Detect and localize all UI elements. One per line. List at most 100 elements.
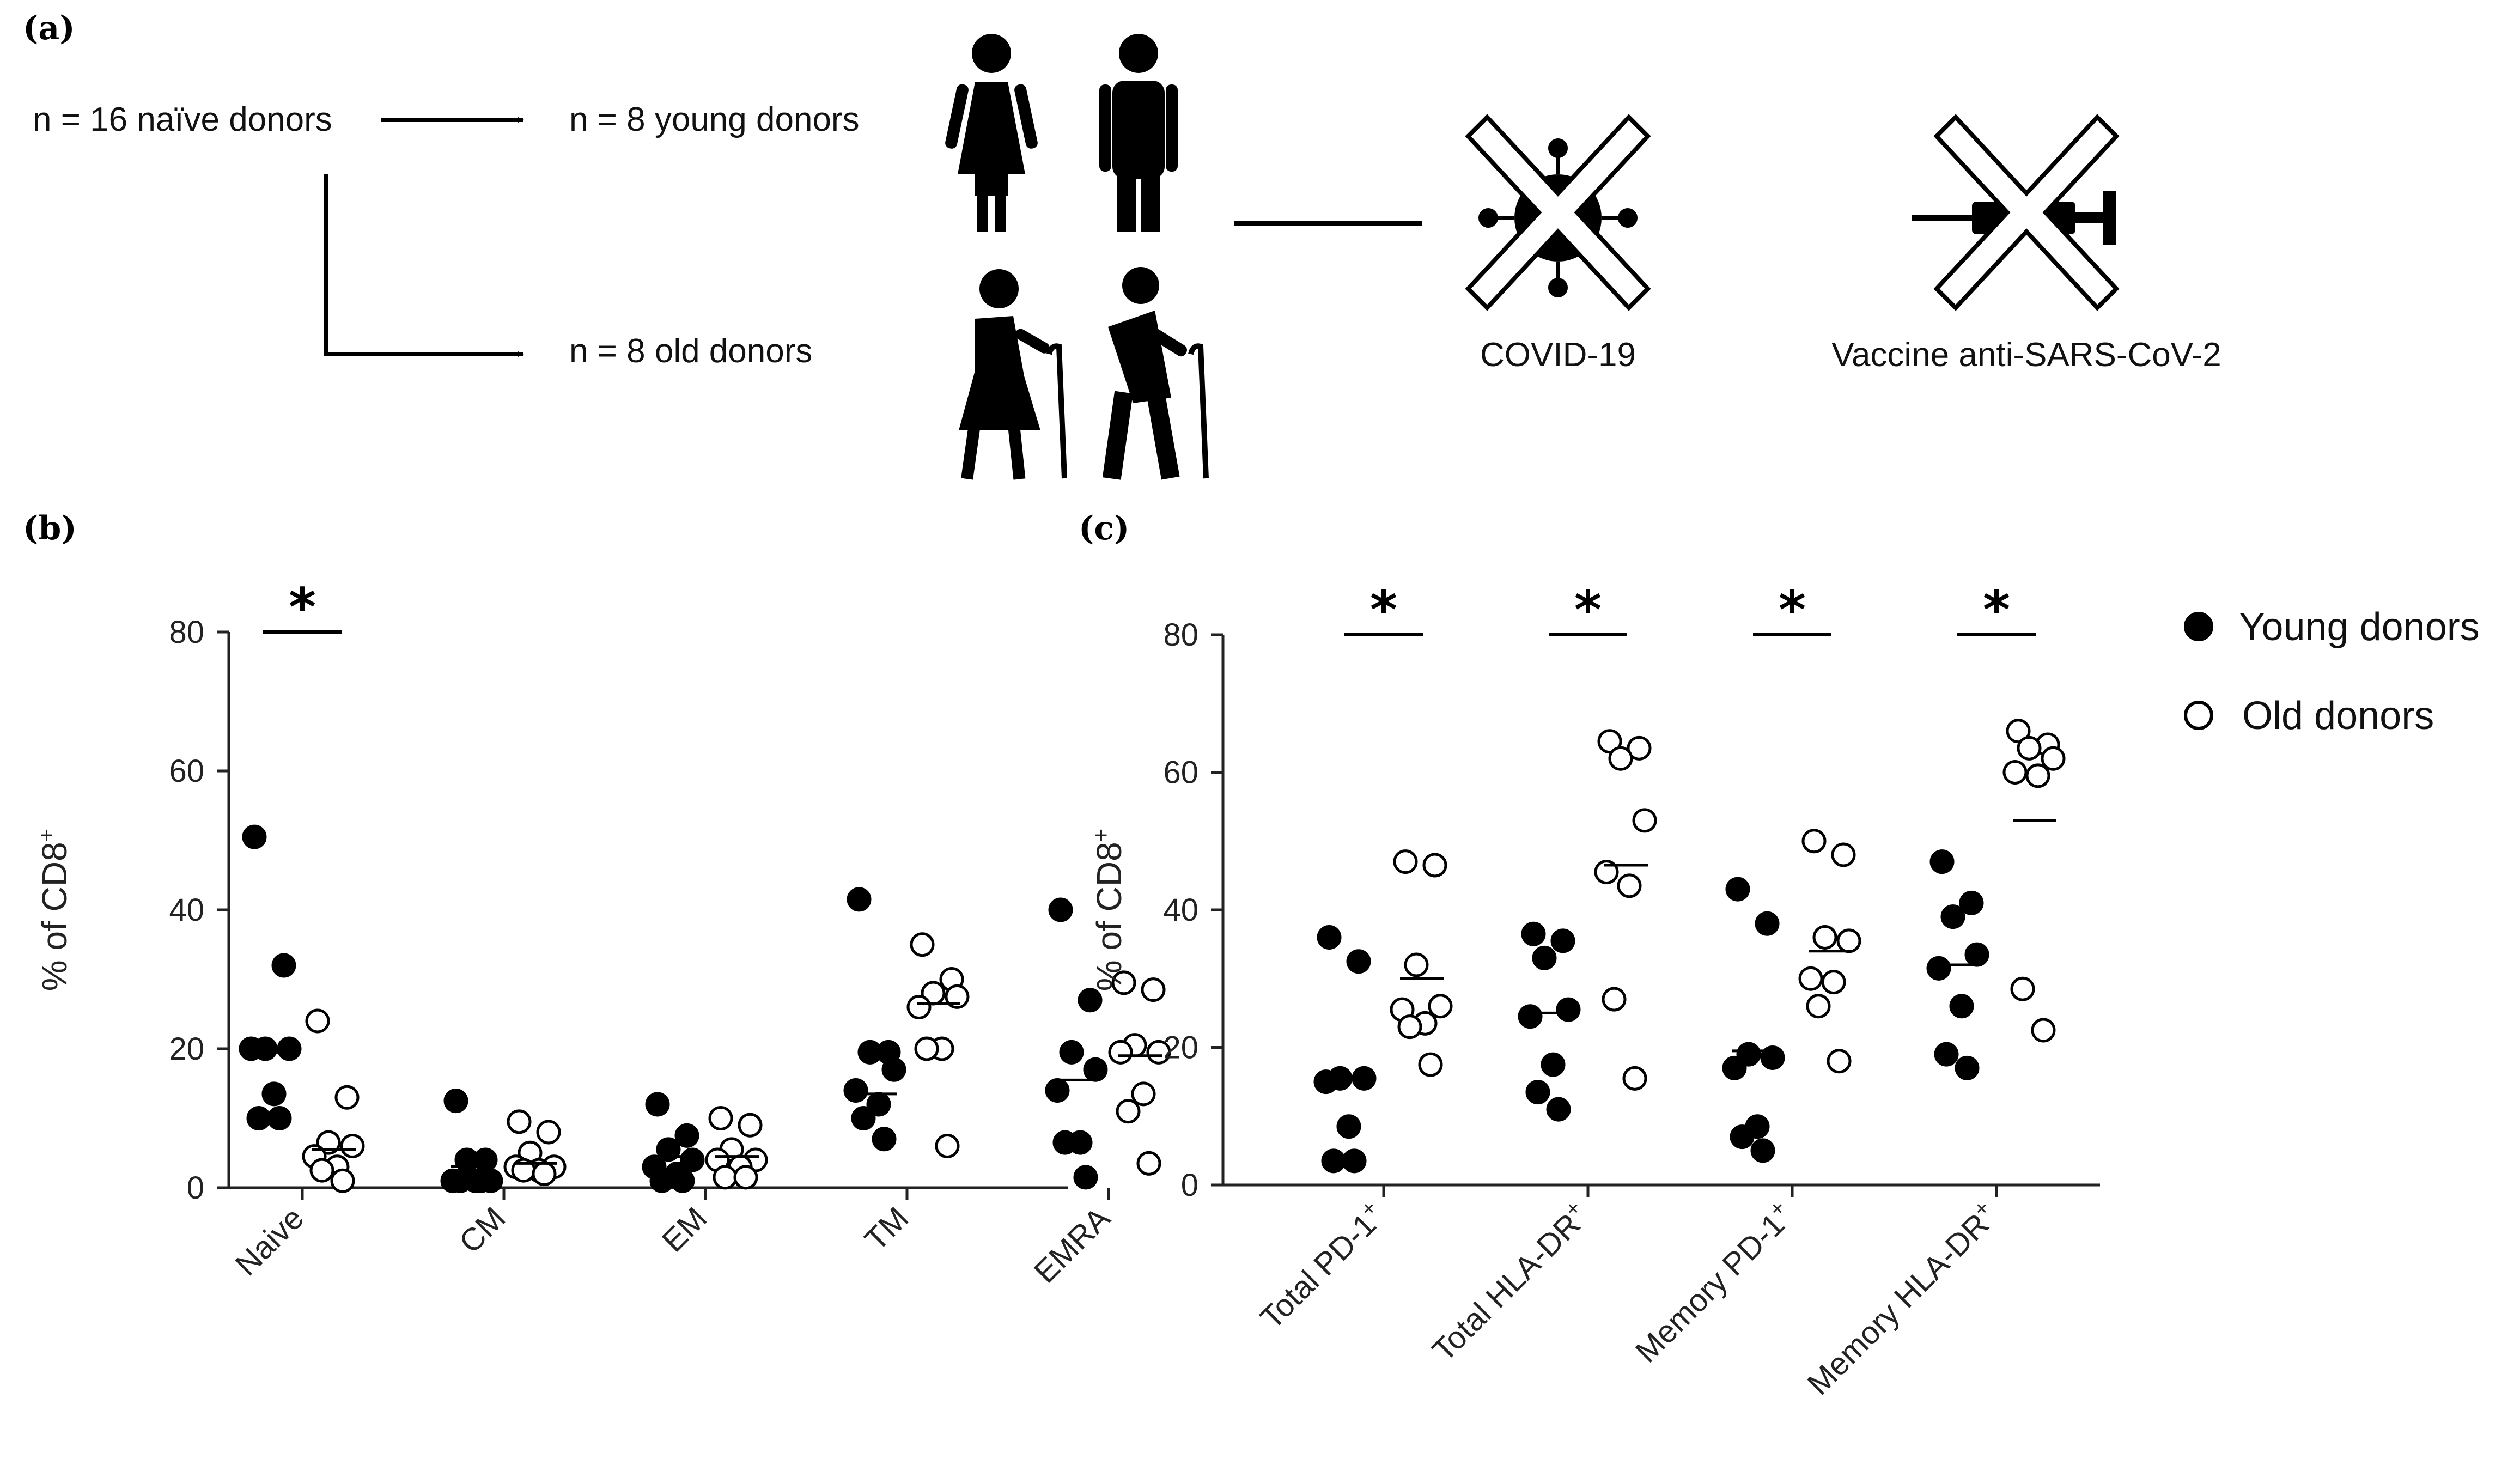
old-donor-point <box>906 995 932 1019</box>
young-donor-point <box>1532 945 1557 970</box>
young-donor-point <box>881 1057 906 1082</box>
y-axis-title: % of CD8+ <box>33 829 75 991</box>
old-donor-point <box>1622 1066 1647 1091</box>
cross-icon <box>1933 114 2120 311</box>
young-donor-point <box>1083 1057 1108 1082</box>
old-donor-point <box>1422 853 1447 878</box>
y-tick-label: 80 <box>1163 617 1198 653</box>
young-donor-point <box>1346 949 1371 974</box>
old-donor-point <box>935 1134 960 1158</box>
elderly-man-icon <box>1102 267 1209 480</box>
young-donor-point <box>1964 942 1989 967</box>
young-donor-point <box>847 887 872 912</box>
x-tick-label-em: EM <box>655 1200 714 1259</box>
old-donor-point <box>713 1165 738 1190</box>
old-donor-point <box>1393 849 1418 874</box>
y-tick-label: 80 <box>169 615 204 650</box>
young-donor-point <box>1955 1055 1980 1080</box>
young-donor-point <box>1546 1097 1571 1122</box>
elderly-woman-icon <box>959 269 1067 480</box>
young-donor-point <box>1926 956 1951 981</box>
old-donor-point <box>1116 1099 1141 1124</box>
old-donor-point <box>708 1106 733 1130</box>
flow-covid-label: COVID-19 <box>1480 336 1636 374</box>
old-donor-point <box>330 1168 355 1193</box>
old-donor-point <box>507 1109 532 1134</box>
young-donor-point <box>1073 1165 1098 1190</box>
legend-marker-old <box>2184 701 2213 730</box>
old-donor-point <box>1131 1081 1156 1107</box>
significance-star: * <box>1983 580 2010 641</box>
old-donor-point <box>1602 987 1627 1012</box>
young-donor-point <box>239 1036 264 1061</box>
young-donor-point <box>1940 904 1965 929</box>
old-donor-point <box>1821 970 1846 995</box>
young-donor-point <box>656 1137 681 1162</box>
significance-star: * <box>1779 580 1806 641</box>
old-donor-point <box>1812 925 1837 950</box>
old-donor-point <box>914 1036 939 1061</box>
x-tick-label-emra: EMRA <box>1027 1200 1117 1290</box>
legend-label-old: Old donors <box>2242 694 2434 738</box>
old-donor-point <box>2031 1018 2056 1043</box>
x-tick-label-memory-pd-1: Memory PD-1+ <box>1627 1196 1800 1370</box>
young-donor-point <box>1760 1045 1785 1070</box>
young-donor-point <box>1550 928 1575 953</box>
young-donor-point <box>246 1106 271 1130</box>
young-donor-point <box>680 1147 705 1172</box>
old-donor-point <box>1136 1151 1161 1176</box>
y-tick-label: 20 <box>1163 1030 1198 1066</box>
old-donor-point <box>1798 966 1823 991</box>
y-axis-title: % of CD8+ <box>1088 829 1129 991</box>
young-donor-point <box>674 1123 699 1148</box>
old-donor-point <box>2002 760 2028 785</box>
old-donor-point <box>305 1008 330 1034</box>
old-donor-point <box>1627 735 1652 761</box>
young-donor-point <box>1949 994 1974 1019</box>
old-donor-point <box>1428 994 1453 1019</box>
young-donor-point <box>1525 1080 1550 1105</box>
old-donor-point <box>309 1158 334 1183</box>
young-donor-point <box>1750 1138 1775 1163</box>
flow-old-donors: n = 8 old donors <box>569 332 812 370</box>
old-donor-point <box>733 1165 758 1190</box>
young-donor-point <box>872 1127 897 1152</box>
young-donor-point <box>843 1078 868 1103</box>
old-donor-point <box>532 1162 557 1186</box>
chart-b: 0 20 40 60 80 % of CD8+ Naive * CM EM TM EMRA <box>33 577 1171 1290</box>
panel-label-a: (a) <box>23 9 75 47</box>
old-donor-point <box>334 1085 360 1110</box>
significance-star: * <box>1574 580 1602 641</box>
old-donor-point <box>2010 976 2035 1001</box>
old-donor-point <box>1801 829 1827 854</box>
young-donor-point <box>1052 1130 1078 1155</box>
x-tick-label-memory-hla-dr: Memory HLA-DR+ <box>1799 1196 2005 1402</box>
old-donor-point <box>1111 970 1136 995</box>
flow-total-donors: n = 16 naïve donors <box>33 101 332 138</box>
old-donor-point <box>910 932 935 957</box>
young-donor-point <box>1048 897 1073 922</box>
old-donor-point <box>2017 735 2042 761</box>
y-tick-label: 0 <box>1181 1168 1198 1203</box>
young-donor-point <box>1730 1124 1755 1150</box>
old-donor-point <box>1141 977 1166 1002</box>
young-donor-point <box>443 1089 468 1114</box>
young-donor-point <box>1317 925 1342 950</box>
flow-diagram: n = 16 naïve donors n = 8 young donors n… <box>33 34 2221 480</box>
young-donor-point <box>1755 911 1780 936</box>
y-tick-label: 0 <box>187 1170 204 1206</box>
young-donor-point <box>1336 1114 1361 1139</box>
y-tick-label: 40 <box>1163 892 1198 928</box>
young-donor-point <box>670 1168 695 1193</box>
young-donor-point <box>1321 1148 1346 1174</box>
young-donor-point <box>1934 1042 1959 1067</box>
old-donor-point <box>1594 860 1619 885</box>
old-donor-point <box>340 1134 365 1158</box>
young-donor-point <box>242 824 267 849</box>
old-donor-point <box>1397 1014 1422 1040</box>
cross-icon <box>1465 114 1651 311</box>
old-donor-point <box>1597 729 1622 754</box>
old-donor-point <box>738 1113 763 1138</box>
old-donor-point <box>1108 1040 1133 1065</box>
